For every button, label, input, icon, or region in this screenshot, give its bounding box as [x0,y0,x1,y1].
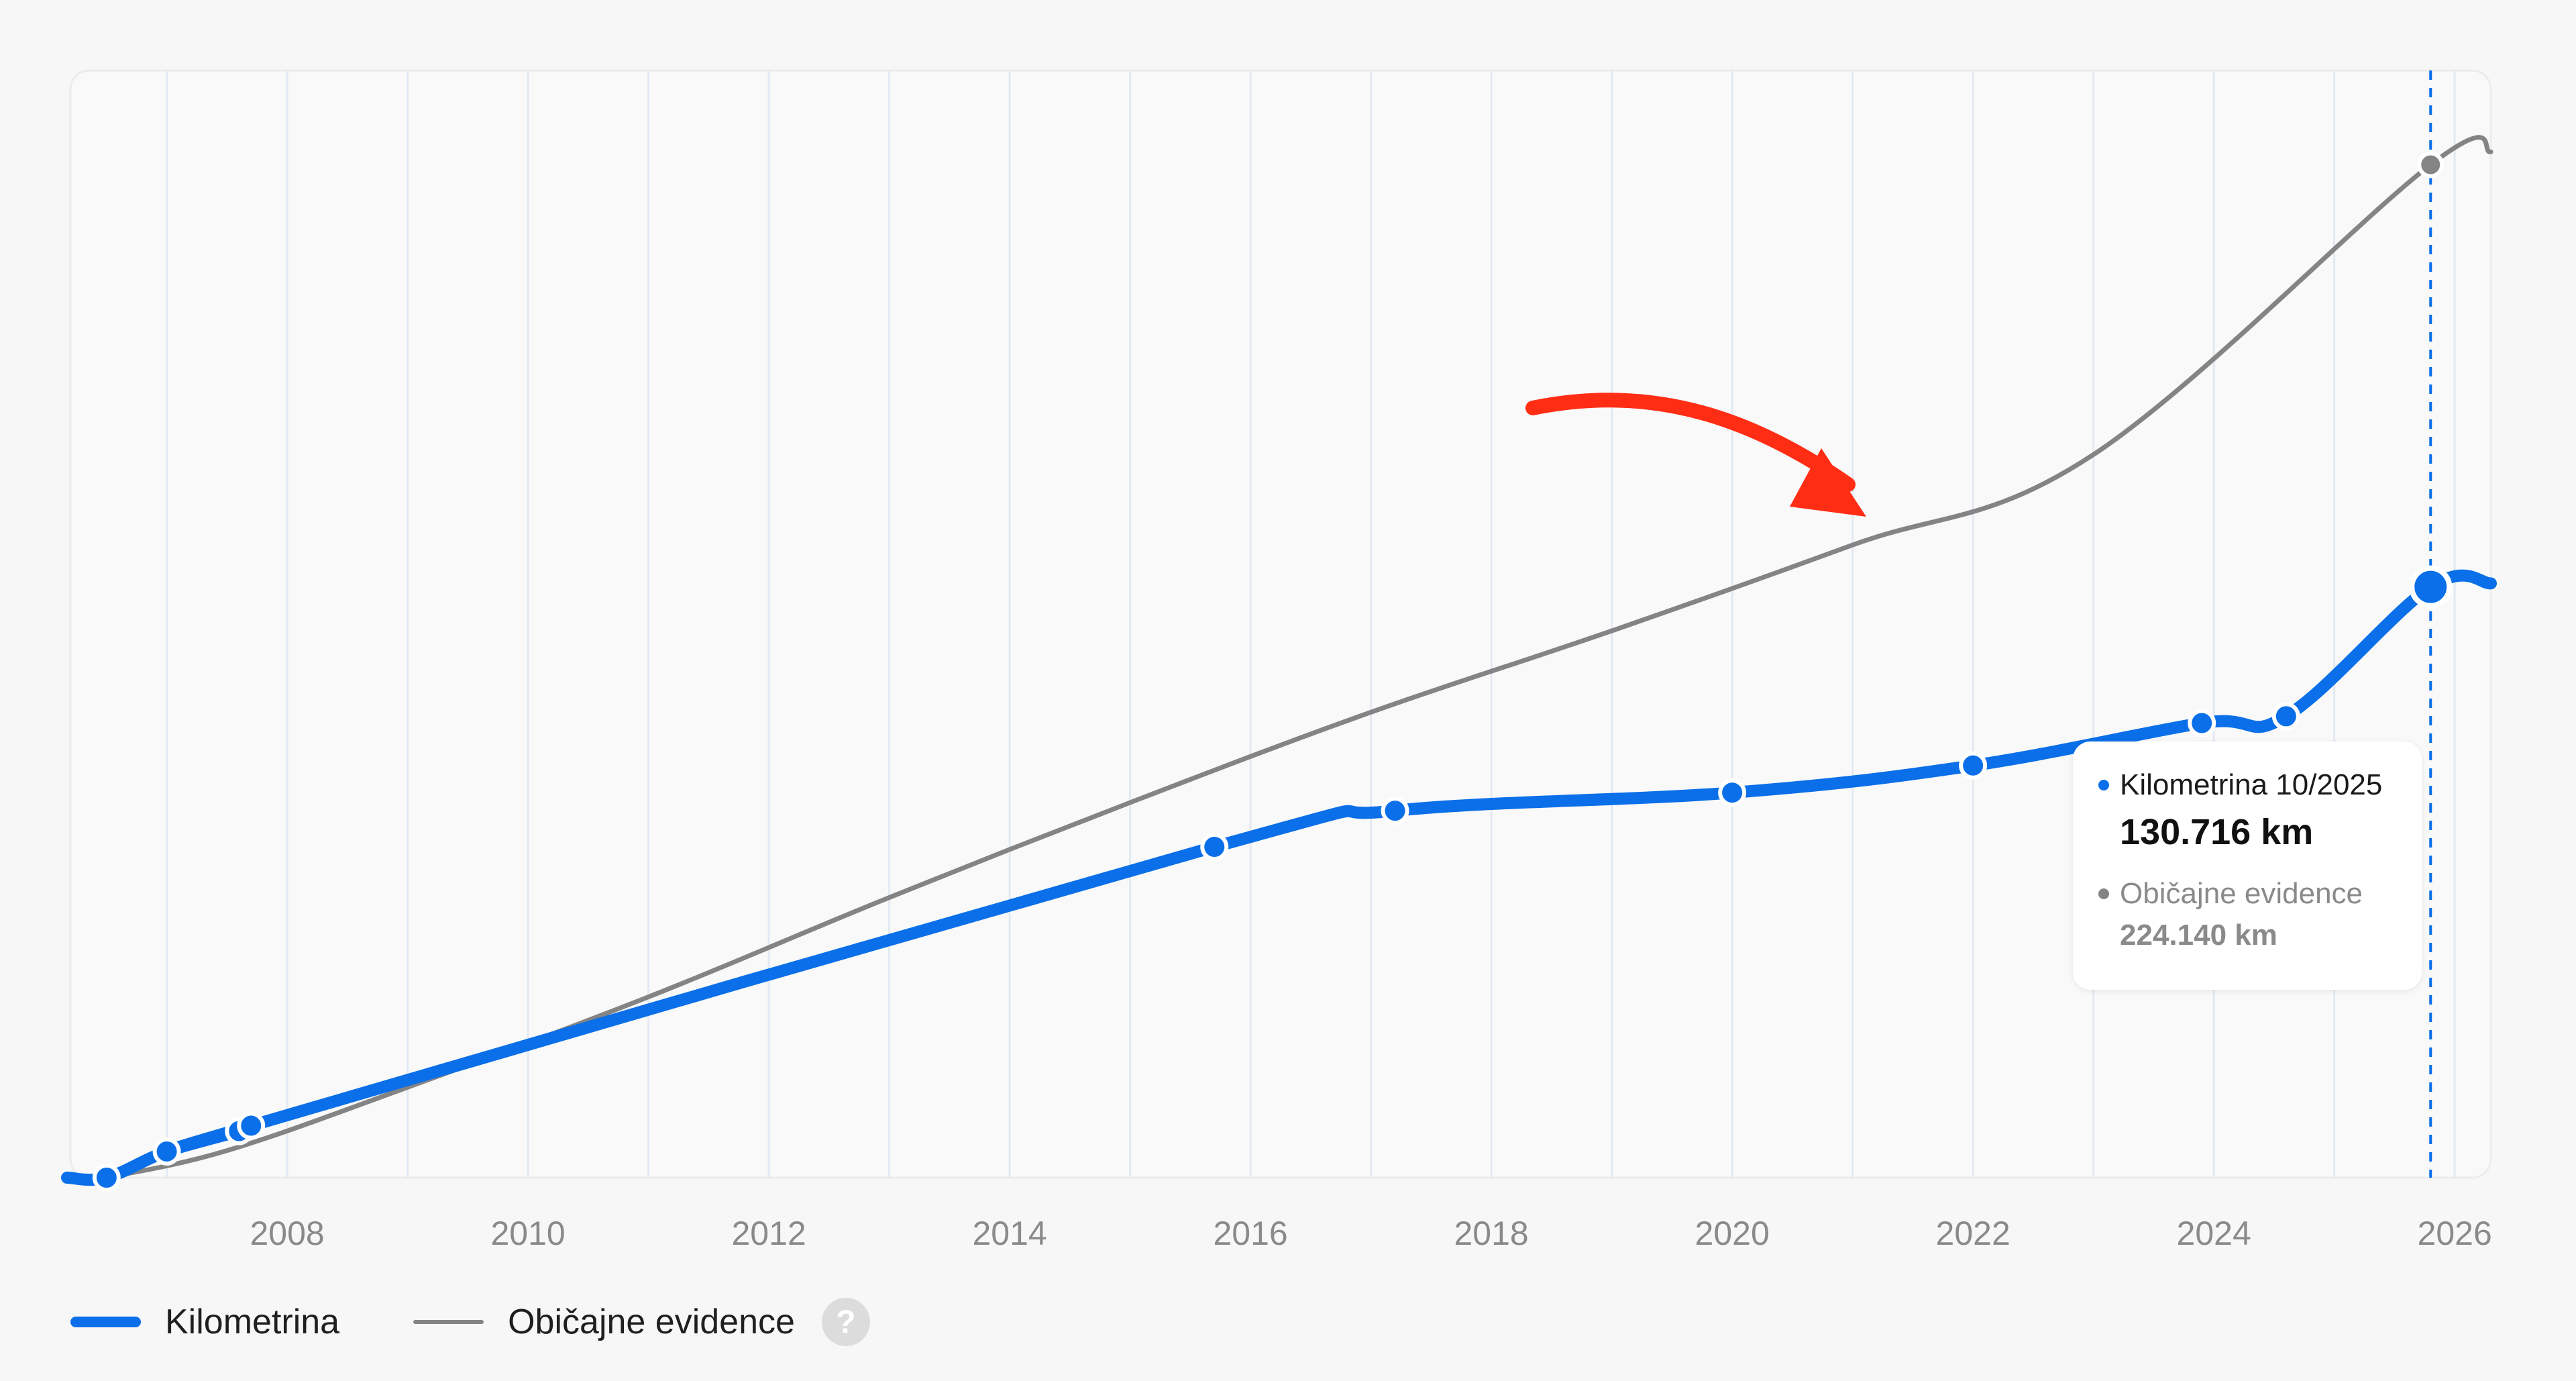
legend-label-obicajne-evidence: Običajne evidence [508,1302,795,1341]
legend-item-kilometrina[interactable]: Kilometrina [70,1302,339,1342]
x-tick-label: 2024 [2177,1215,2251,1252]
point-kilometrina[interactable] [1959,751,1988,780]
point-obicajne-evidence[interactable] [2417,151,2445,178]
tooltip-secondary-value: 224.140 km [2120,919,2277,952]
point-kilometrina[interactable] [1718,778,1747,807]
x-tick-label: 2016 [1214,1215,1288,1252]
point-kilometrina[interactable] [92,1164,121,1192]
legend-swatch-obicajne-evidence [413,1320,484,1324]
x-tick-label: 2020 [1695,1215,1770,1252]
x-tick-label: 2010 [490,1215,565,1252]
data-points [92,151,2453,1192]
x-tick-label: 2014 [973,1215,1047,1252]
legend-swatch-kilometrina [70,1317,141,1327]
tooltip-obicajne-dot [2098,888,2109,899]
legend-label-kilometrina: Kilometrina [165,1302,340,1341]
legend: Kilometrina Običajne evidence ? [70,1298,870,1346]
x-tick-label: 2012 [731,1215,806,1252]
tooltip: Kilometrina 10/2025 130.716 km Običajne … [2073,741,2422,990]
x-tick-label: 2026 [2418,1215,2492,1252]
point-kilometrina[interactable] [1381,797,1409,825]
tooltip-kilometrina-dot [2098,780,2109,790]
plot-area [69,69,2492,1179]
point-kilometrina[interactable] [2271,702,2300,731]
point-kilometrina[interactable] [152,1137,181,1166]
tooltip-secondary-title: Običajne evidence [2120,877,2363,910]
legend-item-obicajne-evidence[interactable]: Običajne evidence [413,1302,795,1342]
x-tick-label: 2018 [1454,1215,1529,1252]
x-tick-label: 2008 [250,1215,324,1252]
annotation-arrow [1525,393,1866,517]
point-kilometrina[interactable] [1200,833,1229,862]
point-kilometrina[interactable] [2188,709,2216,737]
x-axis: 2008 2010 2012 2014 2016 2018 2020 2022 2024 2026 [250,1215,2491,1252]
grid [166,70,2456,1178]
question-icon[interactable]: ? [821,1298,870,1346]
point-kilometrina[interactable] [2409,565,2453,609]
tooltip-value: 130.716 km [2120,812,2314,852]
tooltip-title: Kilometrina 10/2025 [2120,768,2383,801]
x-tick-label: 2022 [1936,1215,2010,1252]
point-kilometrina[interactable] [237,1111,266,1140]
